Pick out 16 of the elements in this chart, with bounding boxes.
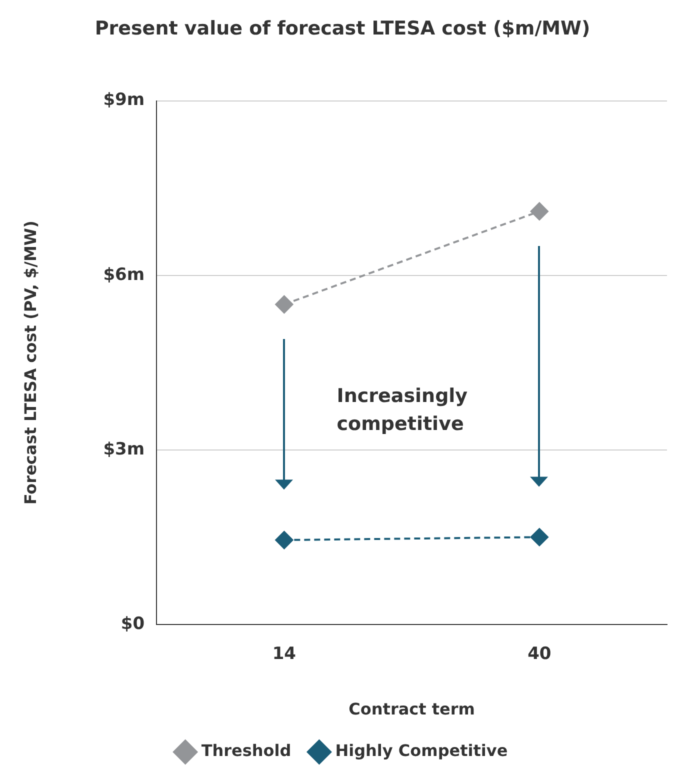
y-tick-label: $3m: [103, 439, 145, 460]
point: [530, 202, 548, 220]
y-axis-title: Forecast LTESA cost (PV, $/MW): [20, 220, 40, 505]
y-tick-label: $6m: [103, 264, 145, 285]
point: [530, 528, 548, 546]
y-tick-label: $9m: [103, 90, 145, 110]
x-axis-title: Contract term: [348, 700, 475, 719]
legend-label: Threshold: [201, 741, 292, 760]
legend-label: Highly Competitive: [335, 741, 508, 760]
annotation: Increasingly competitive: [336, 384, 469, 438]
x-tick-label: 14: [272, 644, 296, 664]
x-tick-label: 40: [528, 644, 552, 664]
point: [275, 295, 294, 314]
chart-title: Present value of forecast LTESA cost ($m/MW): [94, 17, 590, 40]
y-tick-label: $0: [120, 614, 145, 634]
point: [275, 531, 294, 550]
